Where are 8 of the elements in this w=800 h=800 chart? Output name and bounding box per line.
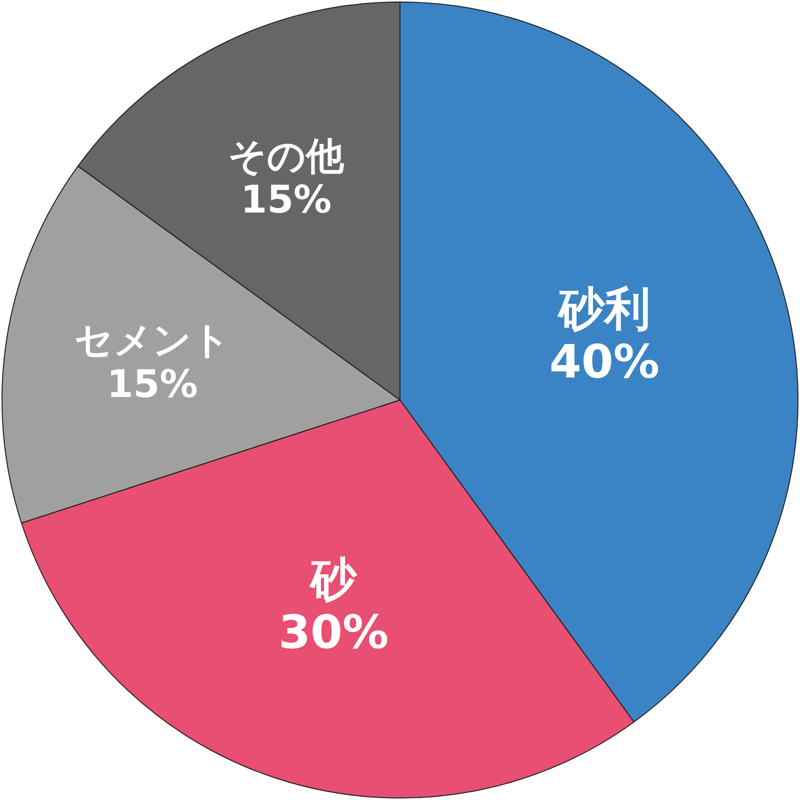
slice-label: 砂利 [556,281,650,336]
slice-label: 砂 [308,552,358,606]
data-label: 30% [278,605,389,660]
data-label: 15% [240,178,332,222]
data-label: 15% [106,362,198,406]
data-label: 40% [549,334,660,388]
slice-label: セメント [74,318,230,362]
slice-label: その他 [228,134,346,178]
